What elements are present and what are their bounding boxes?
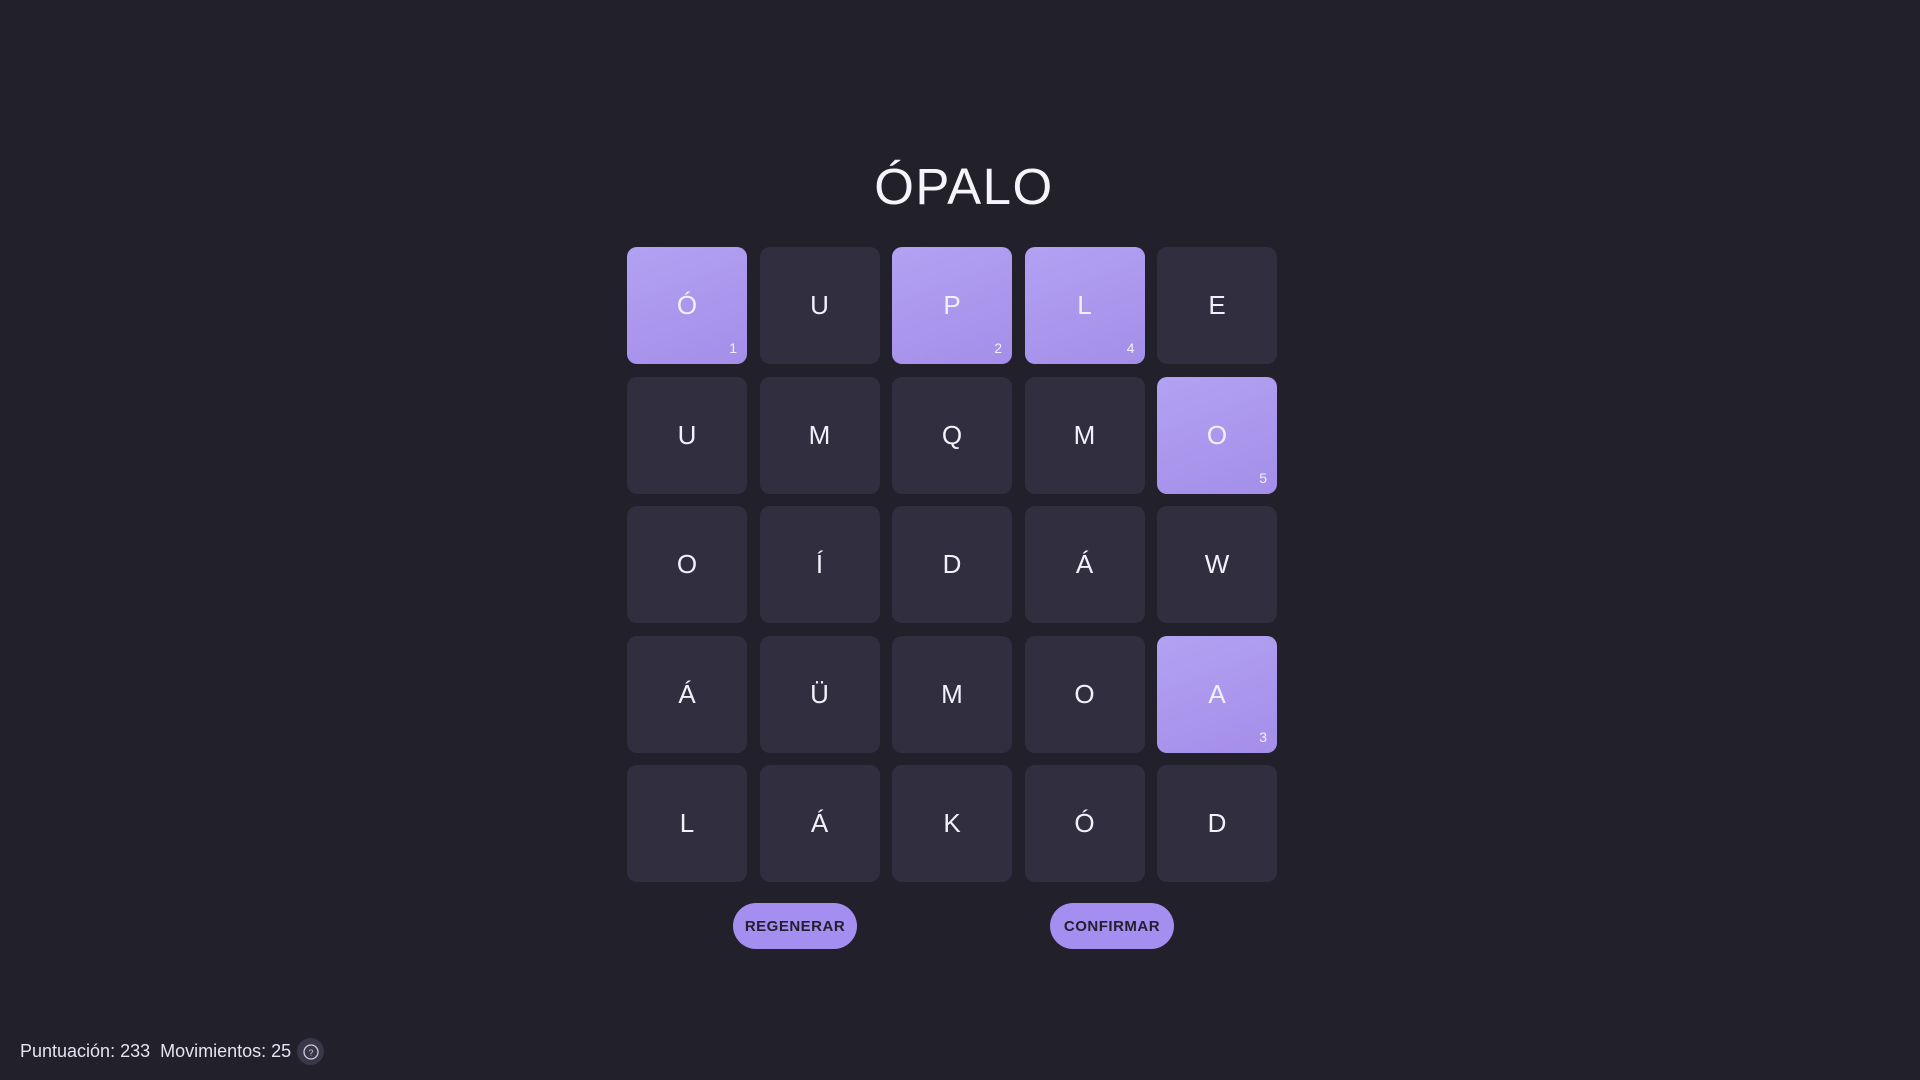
- svg-text:?: ?: [308, 1047, 313, 1057]
